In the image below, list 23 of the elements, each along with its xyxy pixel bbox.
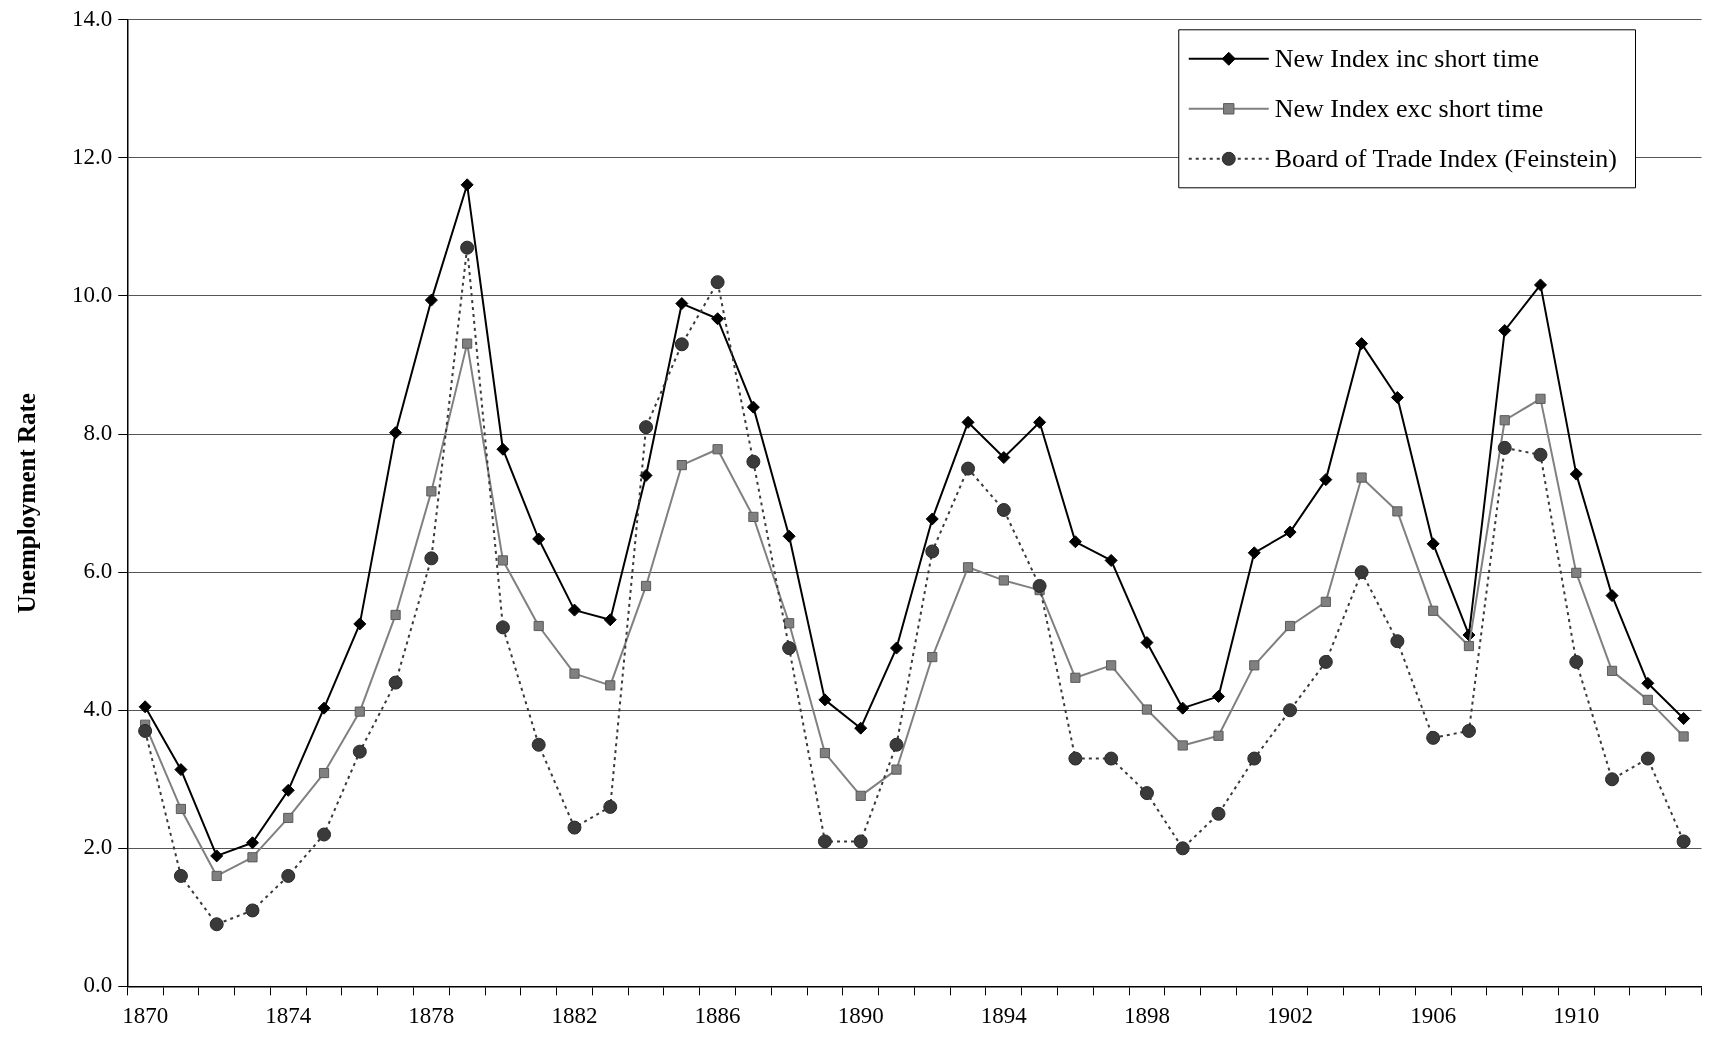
x-tick-label: 1874 [265,1003,312,1029]
x-tick-label: 1870 [122,1003,169,1029]
x-tick-label: 1878 [408,1003,455,1029]
y-tick-label: 14.0 [72,5,113,31]
y-tick-label: 8.0 [83,420,113,446]
x-tick-label: 1910 [1553,1003,1600,1029]
x-tick-label: 1902 [1267,1003,1314,1029]
legend-label: New Index inc short time [1274,43,1540,73]
x-tick-label: 1894 [980,1003,1028,1029]
legend-label: Board of Trade Index (Feinstein) [1274,143,1618,173]
y-tick-label: 0.0 [83,972,113,998]
x-tick-label: 1898 [1123,1003,1170,1029]
y-tick-label: 6.0 [83,558,113,584]
y-axis-title: Unemployment Rate [13,393,41,614]
y-tick-label: 10.0 [72,282,113,308]
x-tick-label: 1882 [551,1003,598,1029]
x-tick-label: 1906 [1410,1003,1457,1029]
y-tick-label: 4.0 [83,696,113,722]
y-tick-label: 12.0 [72,143,113,169]
x-tick-label: 1890 [837,1003,884,1029]
x-tick-label: 1886 [694,1003,741,1029]
y-tick-label: 2.0 [83,834,113,860]
legend-label: New Index exc short time [1274,93,1544,123]
